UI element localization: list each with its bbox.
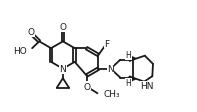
Text: N: N — [59, 65, 66, 73]
Text: HN: HN — [140, 81, 154, 90]
Text: CH₃: CH₃ — [103, 89, 120, 98]
Text: O: O — [59, 23, 66, 32]
Polygon shape — [126, 76, 136, 84]
Text: H: H — [126, 78, 131, 87]
Text: HO: HO — [14, 46, 27, 55]
Text: F: F — [105, 40, 110, 49]
Text: N: N — [107, 65, 114, 73]
Text: O: O — [28, 28, 35, 37]
Polygon shape — [126, 54, 136, 62]
Text: H: H — [126, 51, 131, 60]
Text: O: O — [83, 82, 90, 91]
